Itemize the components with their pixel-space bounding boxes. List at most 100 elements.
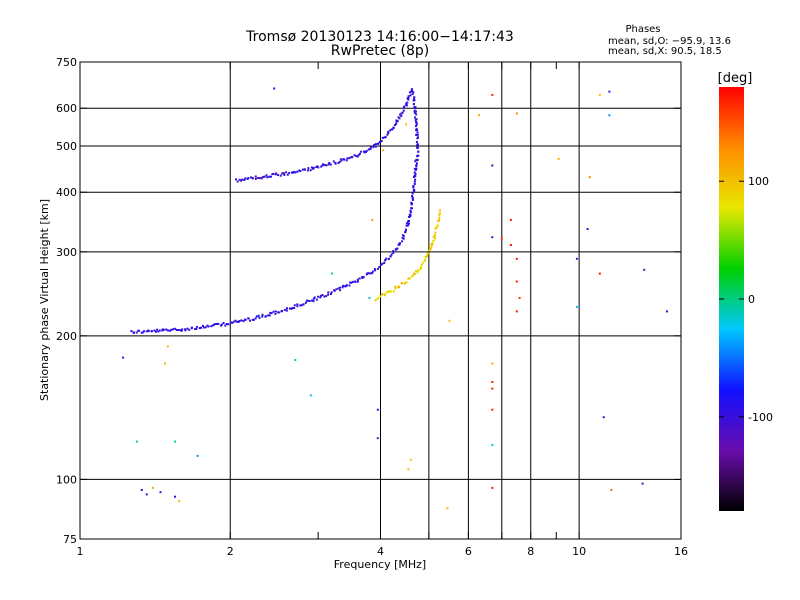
trace-point [337,287,340,290]
y-tick-label: 400 [56,186,77,199]
trace-point [241,178,244,181]
trace-point [408,213,411,216]
colorbar-tick-label: 100 [748,175,769,188]
trace-point [340,159,343,162]
echo-point [159,491,162,494]
trace-point [301,168,304,171]
trace-point [268,175,271,178]
trace-point [384,136,387,139]
trace-point [323,164,326,166]
trace-point [229,321,232,324]
trace-point [299,170,302,173]
trace-point [288,171,291,174]
trace-point [413,97,415,100]
trace-point [417,269,419,272]
trace-point [200,326,202,329]
trace-point [363,151,366,154]
trace-point [389,255,392,258]
trace-point [420,263,423,266]
echo-point [407,468,410,471]
trace-point [411,207,413,210]
trace-point [282,172,285,175]
trace-point [374,269,377,272]
trace-point [407,98,410,101]
y-tick-label: 600 [56,102,77,115]
trace-point [162,328,165,331]
trace-point [361,277,364,279]
trace-point [371,272,374,275]
trace-point [412,176,415,178]
trace-point [394,285,397,288]
trace-point [155,330,157,333]
trace-point [367,148,370,151]
echo-point [491,93,494,96]
trace-point [143,330,145,333]
trace-point [433,233,436,236]
trace-point [369,146,372,149]
x-tick-label: 4 [377,545,384,558]
trace-point [172,328,175,331]
echo-point [309,394,312,397]
trace-point [141,331,144,334]
trace-point [356,278,359,281]
trace-point [335,288,338,291]
trace-point [392,251,395,254]
trace-point [165,328,168,331]
echo-point [491,387,494,390]
trace-point [313,296,316,299]
trace-point [153,329,156,332]
echo-point [294,359,297,361]
trace-point [321,294,324,296]
trace-point [180,329,183,332]
trace-point [398,286,401,289]
trace-point [272,310,275,313]
stats-heading: Phases [625,24,660,35]
trace-point [344,285,347,288]
trace-point [261,313,264,316]
trace-point [358,277,361,280]
trace-point [291,307,294,309]
trace-point [416,271,419,274]
trace-point [150,330,153,333]
echo-point [140,489,143,491]
trace-point [415,113,418,116]
trace-point [430,246,433,249]
x-tick-label: 10 [572,545,586,558]
trace-point [428,249,431,252]
trace-point [264,315,267,318]
trace-point [373,268,376,271]
echo-point [491,362,494,365]
trace-point [408,220,410,222]
echo-point [518,297,521,299]
trace-point [346,157,349,160]
trace-point [401,111,404,114]
trace-point [320,165,323,168]
trace-point [416,137,419,140]
trace-point [184,329,187,332]
trace-point [388,129,391,132]
colorbar-tick-label: 0 [748,293,755,306]
trace-point [415,125,417,127]
trace-point [350,281,353,284]
echo-point [376,437,379,440]
trace-point [412,103,415,106]
trace-point [274,313,277,315]
trace-point [397,116,400,119]
trace-point [319,296,322,299]
trace-point [415,123,418,126]
trace-point [216,323,219,325]
y-tick-label: 750 [56,56,77,69]
trace-point [244,177,247,180]
trace-point [416,158,419,161]
echo-point [491,381,494,383]
echo-point [509,218,512,221]
echo-point [509,244,512,246]
trace-point [176,329,179,331]
trace-point [412,186,415,189]
trace-point [319,294,322,297]
trace-point [236,180,239,183]
trace-point [386,133,389,136]
trace-point [410,88,413,91]
trace-point [300,304,303,307]
